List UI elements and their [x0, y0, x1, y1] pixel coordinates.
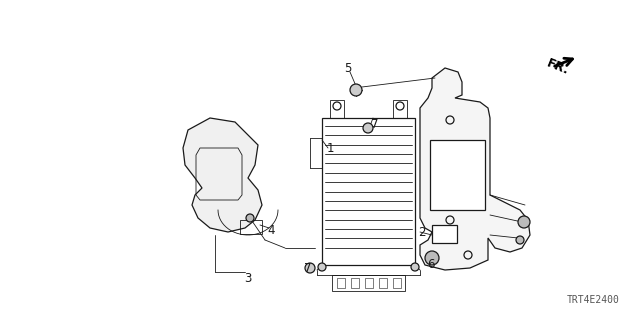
Text: 4: 4: [268, 223, 275, 236]
Circle shape: [425, 251, 439, 265]
Circle shape: [411, 263, 419, 271]
Circle shape: [363, 123, 373, 133]
Bar: [379, 278, 387, 288]
Bar: [432, 225, 457, 243]
Text: 7: 7: [371, 117, 379, 131]
Circle shape: [350, 84, 362, 96]
Polygon shape: [183, 118, 262, 232]
Bar: [393, 278, 401, 288]
Polygon shape: [420, 68, 530, 270]
Bar: [337, 278, 345, 288]
Circle shape: [318, 263, 326, 271]
Text: 2: 2: [419, 226, 426, 238]
Circle shape: [516, 236, 524, 244]
Text: 1: 1: [326, 141, 333, 155]
Bar: [430, 140, 485, 210]
Text: FR.: FR.: [545, 57, 572, 77]
Bar: [351, 278, 359, 288]
Text: 7: 7: [304, 261, 312, 275]
Bar: [332, 275, 405, 291]
Circle shape: [305, 263, 315, 273]
Text: 3: 3: [244, 271, 252, 284]
Text: 5: 5: [344, 61, 352, 75]
Bar: [240, 220, 262, 234]
Text: 6: 6: [428, 259, 435, 271]
Circle shape: [518, 216, 530, 228]
Circle shape: [246, 214, 254, 222]
Bar: [365, 278, 373, 288]
Text: TRT4E2400: TRT4E2400: [567, 295, 620, 305]
